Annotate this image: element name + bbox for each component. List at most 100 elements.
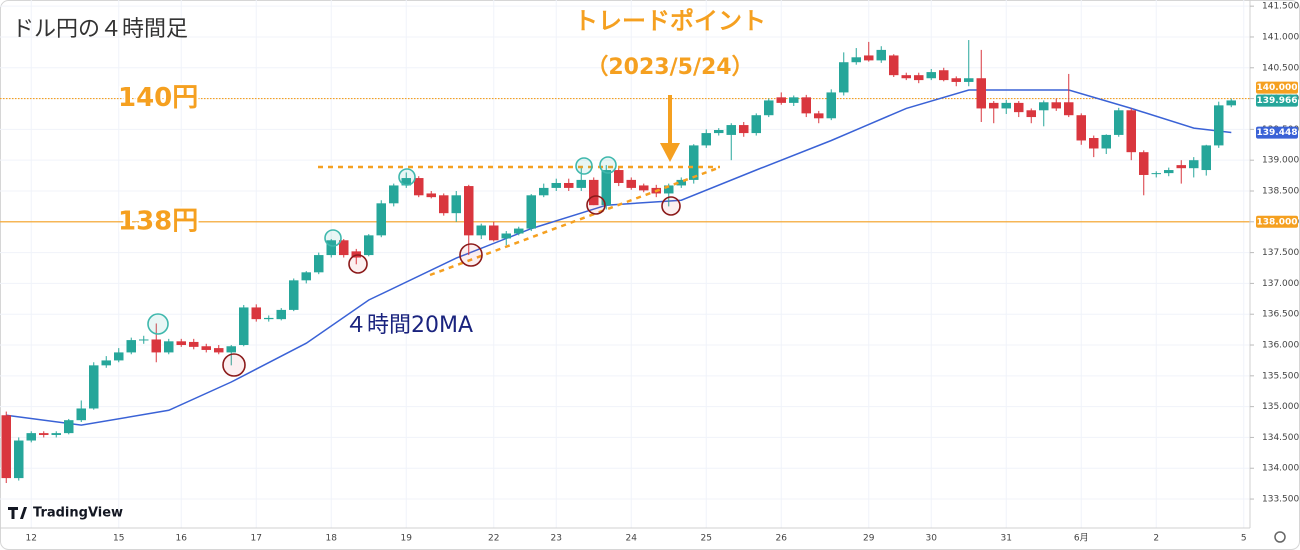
candle-body [476, 225, 486, 236]
x-tick-label: 18 [326, 534, 338, 544]
x-tick-label: 23 [551, 534, 562, 544]
low-circle [348, 254, 368, 274]
x-tick-label: 29 [863, 534, 875, 544]
price-tag-label: 140.000 [1257, 83, 1298, 93]
x-tick-label: 6月 [1074, 533, 1089, 544]
candle-body [689, 145, 699, 180]
candle-body [376, 203, 386, 236]
y-tick-label: 136.000 [1262, 341, 1299, 351]
settings-icon[interactable] [1274, 531, 1286, 543]
candle-body [1026, 110, 1036, 118]
candle-body [51, 433, 61, 435]
candle-body [1151, 173, 1161, 175]
x-tick-label: 30 [926, 534, 938, 544]
candle-body [614, 170, 624, 183]
candle-body [1139, 152, 1149, 175]
candle-body [151, 339, 161, 353]
candle-body [726, 125, 736, 135]
candle-body [264, 317, 274, 320]
levels: 140円 138円 [0, 81, 1250, 238]
candle-body [551, 182, 561, 188]
candle-body [314, 255, 324, 273]
candle-body [301, 272, 311, 281]
candle-body [976, 78, 986, 109]
x-tick-label: 5 [1241, 534, 1247, 544]
candle-body [639, 185, 649, 191]
chart-title: ドル円の４時間足 [12, 17, 188, 42]
candle-body [226, 346, 236, 353]
candle-body [326, 240, 336, 256]
candle-body [764, 100, 774, 116]
x-tick-label: 22 [488, 534, 499, 544]
y-tick-label: 133.500 [1262, 495, 1299, 505]
candle-body [439, 195, 449, 214]
candle-body [1114, 110, 1124, 135]
level-label: 140円 [118, 83, 198, 113]
candle-body [189, 341, 199, 347]
marks [1, 40, 1236, 484]
candle-body [801, 97, 811, 114]
high-circle [599, 156, 617, 174]
x-tick-label: 19 [401, 534, 413, 544]
candle-body [89, 365, 99, 409]
candle-body [576, 179, 586, 188]
candle-body [401, 178, 411, 186]
x-tick-label: 26 [776, 534, 788, 544]
y-tick-label: 141.500 [1262, 2, 1299, 12]
candle-body [14, 440, 24, 479]
brand-icon [8, 507, 27, 519]
brand-logo: TradingView [8, 506, 123, 521]
candle-body [889, 55, 899, 76]
candle-body [26, 433, 36, 441]
candle-body [389, 185, 399, 204]
candle-body [701, 133, 711, 146]
candle-body [114, 352, 124, 361]
candle-body [214, 348, 224, 353]
low-circle [661, 196, 681, 216]
x-tick-label: 16 [176, 534, 188, 544]
x-tick-label: 12 [26, 534, 37, 544]
high-circle [575, 157, 593, 175]
candle-body [426, 193, 436, 198]
candle-body [626, 179, 636, 188]
candle-body [276, 309, 286, 320]
y-tick-label: 139.000 [1262, 156, 1299, 166]
price-tag [1256, 126, 1298, 139]
candle-body [1001, 102, 1011, 109]
candle-body [939, 70, 949, 81]
candle-body [589, 179, 599, 206]
candle-body [164, 341, 174, 353]
candle-body [1089, 138, 1099, 149]
candle-body [139, 339, 149, 341]
y-tick-label: 137.000 [1262, 279, 1299, 289]
candle-body [664, 185, 674, 194]
candle-body [1164, 170, 1174, 174]
candle-body [776, 97, 786, 103]
candle-body [489, 225, 499, 241]
high-circle [398, 168, 416, 186]
price-tag [1256, 81, 1298, 94]
candle-body [1189, 160, 1199, 169]
x-tick-label: 17 [251, 534, 262, 544]
candle-body [739, 125, 749, 134]
candle-body [1039, 102, 1049, 111]
candle-body [414, 178, 424, 196]
x-tick-label: 25 [701, 534, 712, 544]
candle-body [1064, 102, 1074, 116]
x-tick-label: 31 [1001, 534, 1012, 544]
y-tick-label: 137.500 [1262, 248, 1299, 258]
candle-body [1226, 100, 1236, 106]
candle-body [914, 75, 924, 81]
y-tick-label: 134.500 [1262, 433, 1299, 443]
y-tick-label: 140.500 [1262, 63, 1299, 73]
candle-body [814, 113, 824, 119]
candle-body [1126, 110, 1136, 153]
candle-body [364, 235, 374, 256]
candle-body [526, 195, 536, 229]
price-tag-label: 139.966 [1257, 96, 1298, 106]
candle-body [126, 340, 136, 353]
y-tick-label: 138.500 [1262, 186, 1299, 196]
candle-body [64, 420, 74, 434]
candle-body [964, 78, 974, 82]
